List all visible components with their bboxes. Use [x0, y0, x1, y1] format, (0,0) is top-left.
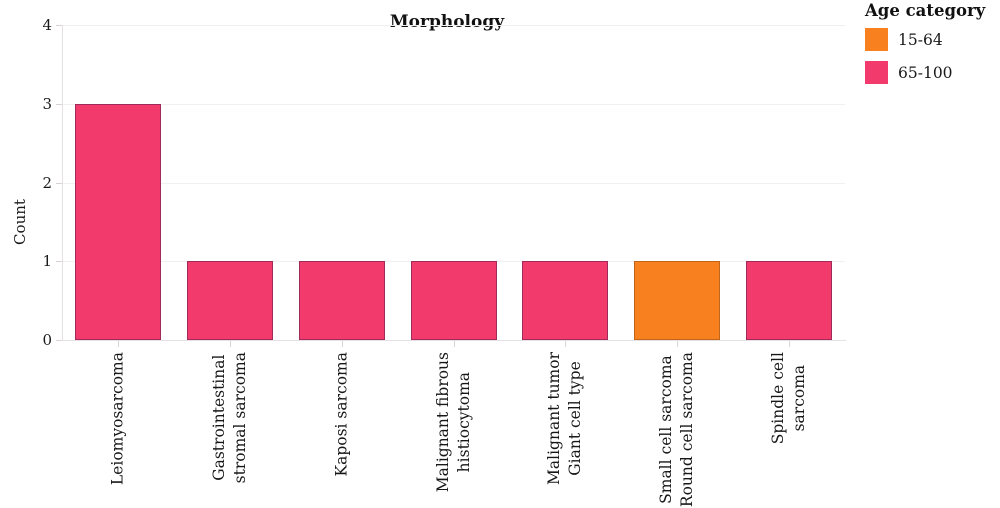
gridline-y2 — [62, 182, 845, 184]
x-tick-mark-2 — [341, 341, 343, 347]
gridline-y4 — [62, 25, 845, 26]
gridline-y3 — [62, 103, 845, 105]
x-tick-label-5: Small cell sarcoma Round cell sarcoma — [656, 352, 698, 507]
legend-item-label: 15-64 — [898, 30, 943, 49]
y-axis-title: Count — [11, 199, 29, 245]
x-tick-mark-5 — [677, 341, 679, 347]
x-tick-label-2: Kaposi sarcoma — [331, 352, 352, 476]
y-tick-mark-4 — [56, 25, 62, 26]
x-tick-label-line: Leiomyosarcoma — [108, 352, 127, 486]
legend-item-15-64: 15-64 — [865, 28, 997, 51]
x-axis-line — [62, 340, 846, 341]
x-tick-label-line: Kaposi sarcoma — [332, 352, 351, 477]
x-tick-label-line: stromal sarcoma — [230, 352, 249, 484]
bar-leiomyosarcoma — [74, 103, 161, 340]
bar-malignant-fibrous-histiocytoma — [410, 261, 497, 340]
y-tick-label-4: 4 — [42, 16, 52, 34]
legend-item-65-100: 65-100 — [865, 61, 997, 84]
x-tick-mark-6 — [789, 341, 791, 347]
bar-gastrointestinal-stromal-sarcoma — [186, 261, 273, 340]
x-tick-label-1: Gastrointestinal stromal sarcoma — [209, 352, 251, 483]
x-tick-label-4: Malignant tumor Giant cell type — [544, 352, 586, 485]
legend-swatch-15-64 — [865, 28, 888, 51]
x-tick-mark-0 — [117, 341, 119, 347]
y-tick-label-2: 2 — [42, 173, 52, 192]
y-tick-mark-2 — [56, 182, 62, 184]
legend: Age category 15-64 65-100 — [862, 1, 997, 94]
x-tick-label-line: Spindle cell — [769, 352, 788, 445]
chart-title: Morphology — [389, 12, 505, 32]
x-tick-label-0: Leiomyosarcoma — [107, 352, 128, 485]
legend-item-label: 65-100 — [898, 63, 953, 82]
x-tick-label-line: histiocytoma — [454, 371, 473, 473]
y-tick-label-3: 3 — [42, 94, 52, 113]
y-tick-mark-0 — [56, 340, 62, 341]
x-tick-label-line: Giant cell type — [566, 361, 585, 476]
legend-swatch-65-100 — [865, 61, 888, 84]
bar-kaposi-sarcoma — [298, 261, 385, 340]
x-tick-label-line: Malignant fibrous — [433, 352, 452, 493]
y-tick-label-1: 1 — [42, 252, 52, 271]
x-tick-label-3: Malignant fibrous histiocytoma — [433, 352, 475, 492]
y-axis-line — [62, 25, 63, 341]
x-tick-label-line: Small cell sarcoma — [657, 355, 676, 504]
legend-title: Age category — [865, 1, 986, 20]
x-tick-mark-4 — [565, 341, 567, 347]
x-tick-label-line: sarcoma — [790, 364, 809, 432]
plot-panel — [62, 25, 845, 340]
x-tick-label-6: Spindle cell sarcoma — [768, 352, 810, 444]
legend-items: 15-64 65-100 — [862, 28, 997, 84]
x-tick-label-line: Round cell sarcoma — [678, 352, 697, 508]
y-tick-mark-3 — [56, 103, 62, 105]
y-tick-mark-1 — [56, 261, 62, 263]
x-tick-label-line: Malignant tumor — [545, 352, 564, 485]
bar-spindle-cell-sarcoma — [746, 261, 833, 340]
bar-small-cell-sarcoma-round-cell-sarcoma — [634, 261, 721, 340]
x-tick-mark-1 — [229, 341, 231, 347]
bar-malignant-tumor-giant-cell-type — [522, 261, 609, 340]
y-tick-label-0: 0 — [42, 331, 52, 349]
x-tick-label-line: Gastrointestinal — [209, 354, 228, 481]
x-tick-mark-3 — [453, 341, 455, 347]
